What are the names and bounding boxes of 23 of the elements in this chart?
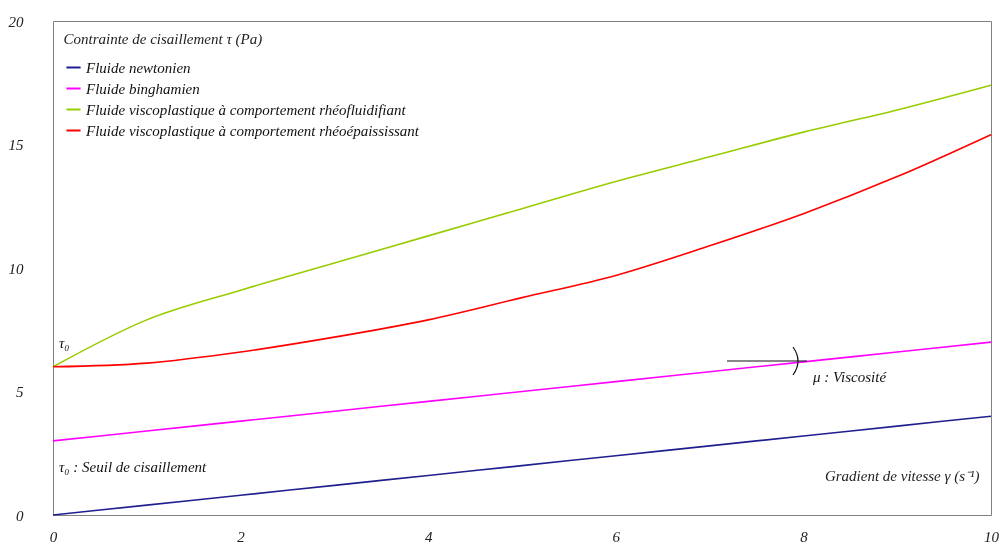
y-tick-label: 20 (8, 13, 24, 30)
y-tick-label: 0 (16, 507, 24, 524)
annotation: τ₀ : Seuil de cisaillement (59, 459, 208, 475)
y-tick-label: 15 (8, 137, 24, 153)
line-series (52, 84, 992, 368)
y-tick-label: 5 (16, 384, 24, 400)
line-series (52, 415, 992, 516)
legend-label: Fluide viscoplastique à comportement rhéofluidifiant (85, 101, 407, 118)
x-axis-title: Gradient de vitesse γ (s⁻¹) (824, 467, 980, 485)
x-tick-label: 8 (800, 528, 809, 545)
x-tick-label: 10 (984, 528, 1000, 545)
annotation: μ : Viscosité (812, 369, 888, 385)
x-tick-label: 0 (49, 528, 58, 545)
legend-label: Fluide newtonien (85, 59, 191, 76)
legend-label: Fluide binghamien (85, 80, 200, 97)
x-tick-label: 6 (612, 528, 621, 545)
y-tick-label: 10 (8, 260, 24, 277)
legend-label: Fluide viscoplastique à comportement rhéoépaississant (85, 122, 420, 139)
annotation: τ₀ (59, 335, 70, 351)
x-tick-label: 2 (237, 528, 246, 545)
y-axis-title: Contrainte de cisaillement τ (Pa) (63, 30, 263, 48)
line-series (52, 341, 992, 442)
x-tick-label: 4 (424, 528, 433, 545)
